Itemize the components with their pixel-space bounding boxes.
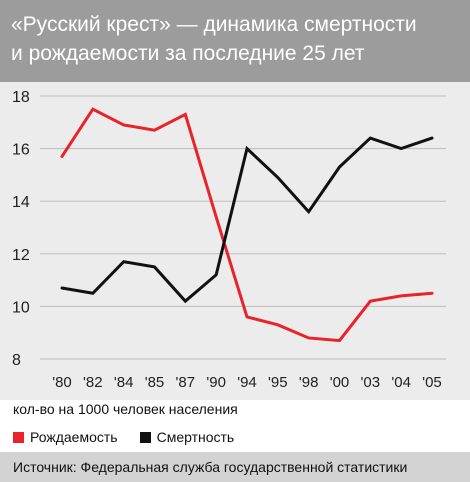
series-line-deaths: [60, 136, 434, 304]
legend-label-deaths: Смертность: [156, 429, 235, 445]
x-tick-label: '03: [361, 374, 381, 391]
x-tick-label: '82: [83, 374, 103, 391]
x-tick-label: '85: [145, 374, 165, 391]
y-axis-ticks: 8 10 12 14 16 18: [12, 89, 30, 369]
legend: Рождаемость Смертность: [13, 427, 256, 447]
x-tick-label: '94: [237, 374, 257, 391]
y-tick-label: 18: [12, 89, 30, 106]
y-tick-label: 14: [12, 194, 30, 211]
series-lines: [60, 107, 434, 343]
x-tick-label: '04: [391, 374, 411, 391]
chart-title-line-2: и рождаемости за последние 25 лет: [11, 42, 365, 65]
x-tick-label: '95: [268, 374, 288, 391]
y-tick-label: 10: [12, 299, 30, 316]
x-tick-label: '84: [114, 374, 134, 391]
y-tick-label: 8: [12, 352, 21, 369]
source-note: Источник: Федеральная служба государстве…: [13, 459, 408, 475]
x-tick-label: '90: [206, 374, 226, 391]
plot-background: [0, 82, 470, 400]
legend-item-births: Рождаемость: [13, 429, 118, 445]
source-bar: Источник: Федеральная служба государстве…: [0, 452, 470, 482]
x-axis-ticks: '80 '82 '84 '85 '87 '90 '94 '95 '98 '00 '03 '04 '05: [52, 374, 442, 391]
legend-swatch-deaths: [139, 431, 151, 443]
y-tick-label: 12: [12, 247, 30, 264]
x-tick-label: '80: [52, 374, 72, 391]
y-tick-label: 16: [12, 142, 30, 159]
gridlines: [40, 95, 446, 360]
x-tick-label: '98: [299, 374, 319, 391]
x-tick-label: '87: [176, 374, 196, 391]
x-tick-label: '00: [330, 374, 350, 391]
x-tick-label: '05: [422, 374, 442, 391]
series-line-births: [60, 107, 434, 343]
legend-swatch-births: [13, 431, 24, 443]
units-note: кол-во на 1000 человек населения: [13, 401, 238, 417]
chart-title-line-1: «Русский крест» — динамика смертности: [11, 13, 417, 36]
legend-item-deaths: Смертность: [139, 429, 235, 445]
title-block: «Русский крест» — динамика смертности и …: [0, 0, 470, 82]
legend-label-births: Рождаемость: [30, 429, 118, 445]
